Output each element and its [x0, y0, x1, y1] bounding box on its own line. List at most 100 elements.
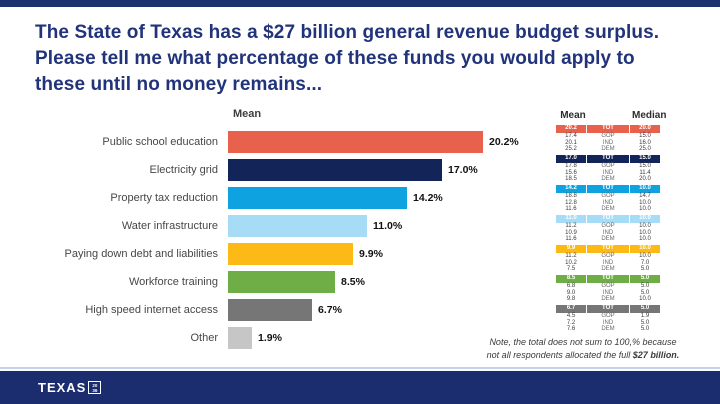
table-cell-mean: 9.0 [566, 289, 576, 296]
bar-label: Electricity grid [149, 164, 218, 176]
table-group-paying-down-debt-and-liabilities: 9.9 TOT 10.0 11.2 GOP 10.0 10.2 IND 7.0 7.5 DEM 5.0 [556, 245, 716, 273]
table-cell-median: 16.0 [639, 139, 651, 146]
table-cell-median: 5.0 [630, 305, 660, 313]
table-group-party-row: 10.2 IND 7.0 [556, 260, 716, 267]
table-cell-mean: 9.9 [556, 245, 586, 253]
table-group-property-tax-reduction: 14.2 TOT 10.0 18.8 GOP 14.7 12.8 IND 10.0 11.6 DEM… [556, 185, 716, 213]
table-cell-mean: 6.8 [566, 283, 576, 289]
bar-electricity-grid [228, 159, 442, 181]
table-cell-median: 15.0 [639, 163, 651, 169]
table-cell-median: 20.0 [639, 176, 651, 182]
table-cell-mean: 18.5 [565, 176, 577, 182]
table-cell-party: IND [602, 169, 614, 176]
table-cell-median: 10.0 [630, 215, 660, 223]
table-cell-median: 5.0 [640, 266, 650, 272]
bar-label: Property tax reduction [110, 192, 218, 204]
table-group-total-row: 11.0 TOT 10.0 [556, 215, 716, 223]
bar-track: 11.0% [228, 215, 545, 237]
table-group-high-speed-internet-access: 6.7 TOT 5.0 4.5 GOP 1.9 7.2 IND 5.0 7.6 DEM 5.0 [556, 305, 716, 333]
footer-bar: TEXAS 20 36 [0, 371, 720, 404]
table-cell-party: TOT [587, 245, 629, 253]
footnote-line2-bold: $27 billion. [632, 350, 680, 361]
bar-label: High speed internet access [85, 304, 218, 316]
table-cell-median: 1.9 [640, 313, 650, 319]
table-cell-party: TOT [587, 275, 629, 283]
table-group-party-row: 17.4 GOP 15.0 [556, 133, 716, 140]
table-cell-mean: 4.5 [566, 313, 576, 319]
bar-track: 8.5% [228, 271, 545, 293]
table-cell-median: 10.0 [639, 223, 651, 229]
table-header-spacer [590, 110, 632, 121]
table-cell-party: GOP [601, 313, 615, 319]
table-cell-median: 15.0 [639, 133, 651, 139]
table-cell-median: 10.0 [639, 296, 651, 302]
bar-value-label: 9.9% [359, 248, 383, 260]
table-cell-mean: 25.2 [565, 146, 577, 152]
table-cell-party: DEM [601, 206, 615, 212]
table-cell-party: GOP [601, 133, 615, 139]
table-cell-party: GOP [601, 193, 615, 199]
chart-row: Public school education 20.2% [30, 128, 545, 156]
table-cell-mean: 20.1 [565, 139, 577, 146]
table-cell-mean: 12.8 [565, 199, 577, 206]
table-group-total-row: 14.2 TOT 10.0 [556, 185, 716, 193]
bar-high-speed-internet-access [228, 299, 312, 321]
chart-row: Other 1.9% [30, 324, 545, 352]
table-cell-party: DEM [601, 266, 615, 272]
table-group-party-row: 4.5 GOP 1.9 [556, 313, 716, 320]
bar-public-school-education [228, 131, 483, 153]
table-group-total-row: 8.5 TOT 5.0 [556, 275, 716, 283]
table-group-total-row: 20.2 TOT 20.0 [556, 125, 716, 133]
table-group-party-row: 6.8 GOP 5.0 [556, 283, 716, 290]
table-cell-median: 5.0 [640, 289, 650, 296]
table-group-party-row: 11.2 GOP 10.0 [556, 223, 716, 230]
table-cell-mean: 11.6 [565, 206, 577, 212]
table-group-total-row: 17.0 TOT 15.0 [556, 155, 716, 163]
table-cell-mean: 8.5 [556, 275, 586, 283]
chart-row: Electricity grid 17.0% [30, 156, 545, 184]
bar-label: Workforce training [128, 276, 218, 288]
footnote-line2-text: not all respondents allocated the full [486, 350, 631, 361]
table-group-party-row: 20.1 IND 16.0 [556, 140, 716, 147]
table-group-water-infrastructure: 11.0 TOT 10.0 11.2 GOP 10.0 10.9 IND 10.0 11.6 DEM… [556, 215, 716, 243]
table-cell-party: IND [602, 139, 614, 146]
logo-box-line2: 36 [92, 387, 98, 393]
bar-workforce-training [228, 271, 335, 293]
table-cell-party: TOT [587, 155, 629, 163]
bar-label: Public school education [102, 136, 218, 148]
bar-label: Water infrastructure [121, 220, 218, 232]
texas-2036-logo: TEXAS 20 36 [38, 380, 102, 395]
bar-value-label: 1.9% [258, 332, 282, 344]
table-cell-party: TOT [587, 185, 629, 193]
table-cell-party: IND [602, 259, 614, 266]
bar-chart: Mean Public school education 20.2% Electri… [30, 108, 545, 352]
table-cell-median: 10.0 [639, 206, 651, 212]
table-cell-party: GOP [601, 223, 615, 229]
chart-row: Workforce training 8.5% [30, 268, 545, 296]
table-cell-party: IND [602, 229, 614, 236]
table-cell-mean: 20.2 [556, 125, 586, 133]
bar-value-label: 14.2% [413, 192, 443, 204]
table-cell-mean: 18.8 [565, 193, 577, 199]
table-cell-mean: 7.2 [566, 319, 576, 326]
table-cell-party: TOT [587, 305, 629, 313]
table-cell-mean: 11.2 [565, 223, 577, 229]
table-cell-mean: 10.9 [565, 229, 577, 236]
table-cell-median: 10.0 [630, 245, 660, 253]
table-cell-median: 10.0 [630, 185, 660, 193]
logo-box-line1: 20 [92, 382, 98, 388]
table-group-party-row: 9.8 DEM 10.0 [556, 296, 716, 303]
bar-value-label: 8.5% [341, 276, 365, 288]
table-group-party-row: 9.0 IND 5.0 [556, 290, 716, 297]
bar-value-label: 17.0% [448, 164, 478, 176]
bar-paying-down-debt-and-liabilities [228, 243, 353, 265]
table-group-party-row: 7.2 IND 5.0 [556, 320, 716, 327]
breakdown-table-body: 20.2 TOT 20.0 17.4 GOP 15.0 20.1 IND 16.0 25.2 DEM… [556, 125, 716, 333]
top-accent-bar [0, 0, 720, 7]
bar-value-label: 11.0% [373, 220, 403, 232]
table-cell-party: IND [602, 199, 614, 206]
table-cell-median: 7.0 [640, 259, 650, 266]
table-group-electricity-grid: 17.0 TOT 15.0 17.8 GOP 15.0 15.6 IND 11.4 18.5 DEM… [556, 155, 716, 183]
table-cell-party: DEM [601, 296, 615, 302]
table-group-party-row: 11.6 DEM 10.0 [556, 206, 716, 213]
